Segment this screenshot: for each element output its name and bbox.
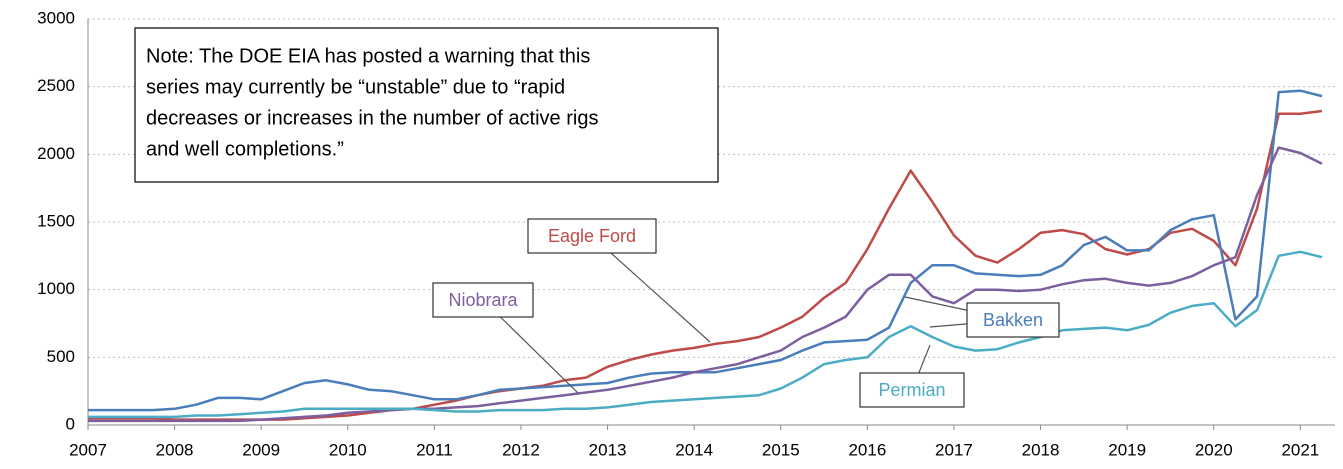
note: Note: The DOE EIA has posted a warning t… [134, 27, 719, 183]
x-tick-label: 2016 [848, 440, 886, 459]
series-label: Bakken [983, 310, 1043, 330]
series-label: Niobrara [448, 290, 518, 310]
y-tick-label: 0 [66, 414, 75, 433]
label-box [859, 372, 965, 408]
note-line: decreases or increases in the number of … [146, 107, 598, 129]
x-tick-label: 2018 [1022, 440, 1060, 459]
x-tick-label: 2014 [675, 440, 713, 459]
label-box [432, 282, 534, 318]
note-text: Note: The DOE EIA has posted a warning t… [146, 45, 598, 160]
note-box [134, 27, 719, 183]
series-line [88, 250, 1323, 419]
x-tick-label: 2012 [502, 440, 540, 459]
x-tick-label: 2015 [762, 440, 800, 459]
label-box [527, 218, 657, 254]
grid: 0 500 1000 1500 2000 2500 3000 2007 2008 2009 2010… [37, 8, 1335, 459]
note-line: Note: The DOE EIA has posted a warning t… [146, 45, 590, 67]
y-tick-label: 2000 [37, 144, 75, 163]
y-tick-label: 1000 [37, 279, 75, 298]
x-tick-label: 2021 [1281, 440, 1319, 459]
series-label: Permian [878, 380, 945, 400]
note-line: and well completions.” [146, 138, 344, 160]
x-tick-label: 2020 [1195, 440, 1233, 459]
x-tick-label: 2017 [935, 440, 973, 459]
note-line: series may currently be “unstable” due t… [146, 76, 565, 98]
label-box [966, 302, 1060, 338]
annotations: Bakken Eagle Ford Niobrara Permian [432, 218, 1060, 408]
lines [88, 89, 1323, 423]
series-line [88, 89, 1323, 412]
series-line [88, 146, 1323, 423]
x-tick-label: 2011 [416, 440, 453, 459]
y-tick-label: 2500 [37, 76, 75, 95]
x-tick-label: 2008 [156, 440, 194, 459]
series-label: Eagle Ford [548, 226, 636, 246]
y-tick-label: 1500 [37, 211, 75, 230]
leader-line [591, 235, 711, 343]
x-tick-label: 2007 [69, 440, 107, 459]
series-line [88, 109, 1323, 421]
y-tick-label: 500 [47, 347, 75, 366]
x-tick-label: 2009 [242, 440, 280, 459]
y-tick-label: 3000 [37, 8, 75, 27]
x-tick-label: 2013 [589, 440, 627, 459]
x-tick-label: 2019 [1108, 440, 1146, 459]
x-tick-label: 2010 [329, 440, 367, 459]
